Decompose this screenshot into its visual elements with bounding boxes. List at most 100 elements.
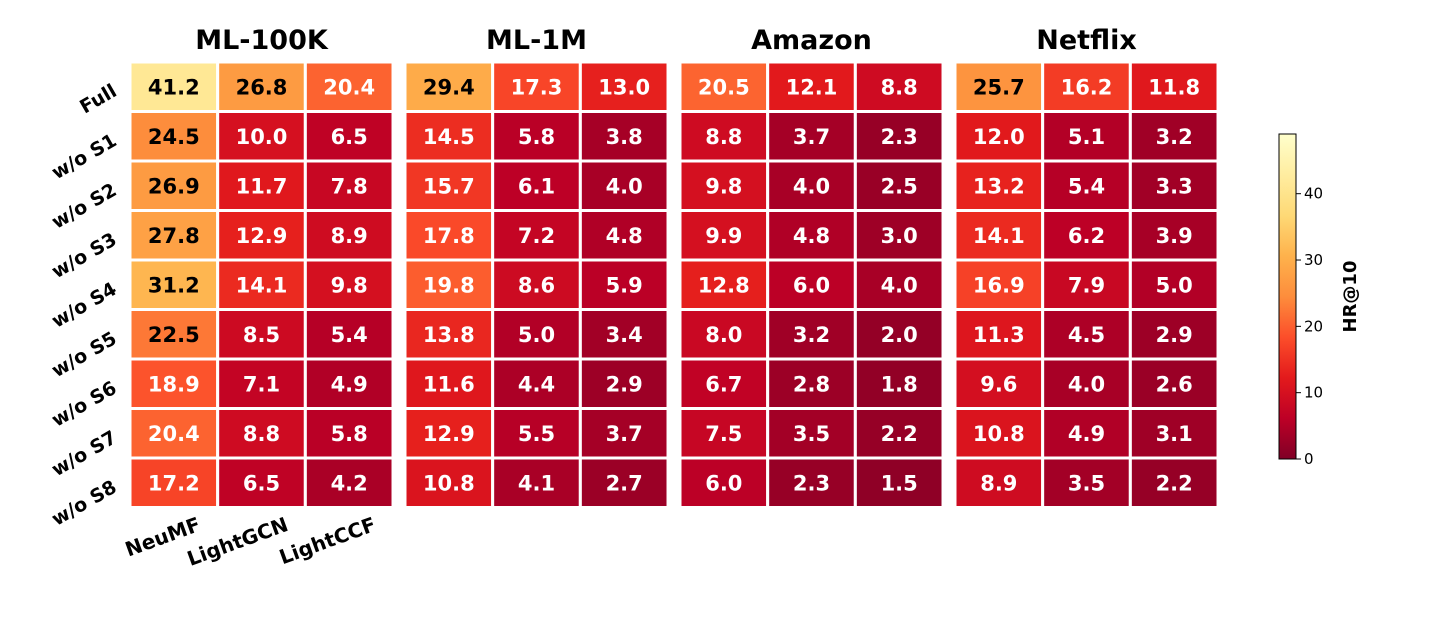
cell-value: 26.8 xyxy=(236,75,288,99)
cell-value: 19.8 xyxy=(423,273,475,297)
cell-value: 11.7 xyxy=(236,174,288,198)
cell-value: 14.1 xyxy=(973,224,1025,248)
panel-title: Netflix xyxy=(1036,25,1137,56)
heatmap-cell xyxy=(953,159,1045,212)
cell-value: 6.5 xyxy=(331,125,368,149)
panel-title: ML-1M xyxy=(486,25,587,56)
cell-value: 20.4 xyxy=(148,422,200,446)
cell-value: 5.0 xyxy=(518,323,555,347)
cell-value: 5.9 xyxy=(606,273,643,297)
cell-value: 2.7 xyxy=(606,471,643,495)
cell-value: 3.5 xyxy=(1068,471,1105,495)
row-label: w/o S5 xyxy=(48,328,121,383)
cell-value: 2.5 xyxy=(881,174,918,198)
cell-value: 4.8 xyxy=(793,224,830,248)
heatmap-cell xyxy=(303,407,395,460)
heatmap-cell xyxy=(578,308,670,361)
cell-value: 15.7 xyxy=(423,174,475,198)
cell-value: 10.0 xyxy=(236,125,288,149)
cell-value: 4.8 xyxy=(606,224,643,248)
heatmap-cell xyxy=(678,456,770,509)
cell-value: 20.4 xyxy=(323,75,375,99)
cell-value: 9.6 xyxy=(980,372,1017,396)
heatmap-cell xyxy=(1041,407,1132,460)
heatmap-cell xyxy=(766,258,857,311)
cell-value: 1.8 xyxy=(881,372,918,396)
row-labels: Full w/o S1w/o S2w/o S3w/o S4w/o S5w/o S6… xyxy=(48,80,121,531)
heatmap-cell xyxy=(578,456,670,509)
cell-value: 5.4 xyxy=(1068,174,1105,198)
cell-value: 20.5 xyxy=(698,75,750,99)
panel-3: Netflix 25.7 16.2 11.8 12.0 5.1 3.2 13.2 5.4 3.3 1… xyxy=(953,25,1220,509)
heatmap-cell xyxy=(578,357,670,410)
row-label: w/o S6 xyxy=(48,377,121,432)
row-label: w/o S1 xyxy=(48,130,121,185)
colorbar-tick-label: 10 xyxy=(1304,384,1323,402)
cell-value: 3.9 xyxy=(1156,224,1193,248)
row-label: w/o S8 xyxy=(48,476,121,531)
cell-value: 7.2 xyxy=(518,224,555,248)
cell-value: 17.8 xyxy=(423,224,475,248)
heatmap-cell xyxy=(953,209,1045,262)
cell-value: 4.4 xyxy=(518,372,555,396)
cell-value: 5.8 xyxy=(331,422,368,446)
cell-value: 8.0 xyxy=(705,323,742,347)
cell-value: 41.2 xyxy=(148,75,200,99)
heatmap-cell xyxy=(216,308,307,361)
heatmap-cell xyxy=(1128,159,1220,212)
heatmap-cell xyxy=(578,60,670,113)
cell-value: 4.9 xyxy=(331,372,368,396)
cell-value: 10.8 xyxy=(423,471,475,495)
cell-value: 22.5 xyxy=(148,323,200,347)
colorbar-label: HR@10 xyxy=(1340,261,1361,333)
cell-value: 3.4 xyxy=(606,323,643,347)
heatmap-cell xyxy=(1128,60,1220,113)
cell-value: 5.8 xyxy=(518,125,555,149)
cell-value: 16.2 xyxy=(1061,75,1113,99)
cell-value: 3.3 xyxy=(1156,174,1193,198)
cell-value: 14.5 xyxy=(423,125,475,149)
heatmap-cell xyxy=(766,110,857,163)
colorbar-gradient xyxy=(1278,133,1297,460)
cell-value: 27.8 xyxy=(148,224,200,248)
cell-value: 6.0 xyxy=(705,471,742,495)
cell-value: 7.9 xyxy=(1068,273,1105,297)
heatmap-cell xyxy=(953,407,1045,460)
heatmap-cell xyxy=(578,110,670,163)
cell-value: 4.5 xyxy=(1068,323,1105,347)
heatmap-cell xyxy=(853,258,945,311)
cell-value: 29.4 xyxy=(423,75,475,99)
colorbar: 0 10 20 30 40 HR@10 xyxy=(1278,133,1361,468)
cell-value: 6.5 xyxy=(243,471,280,495)
row-label: Full xyxy=(76,80,120,118)
heatmap-cell xyxy=(678,357,770,410)
cell-value: 26.9 xyxy=(148,174,200,198)
panels: ML-100K 41.2 26.8 20.4 24.5 10.0 6.5 26.9 11.7 7.… xyxy=(128,25,1220,509)
row-label: w/o S2 xyxy=(48,179,121,234)
heatmap-cell xyxy=(128,456,220,509)
cell-value: 2.3 xyxy=(793,471,830,495)
cell-value: 8.9 xyxy=(980,471,1017,495)
cell-value: 4.2 xyxy=(331,471,368,495)
cell-value: 2.6 xyxy=(1156,372,1193,396)
heatmap-cell xyxy=(766,357,857,410)
cell-value: 17.2 xyxy=(148,471,200,495)
heatmap-cell xyxy=(1128,258,1220,311)
heatmap-cell xyxy=(678,258,770,311)
colorbar-tick-label: 40 xyxy=(1304,185,1323,203)
cell-value: 10.8 xyxy=(973,422,1025,446)
cell-value: 13.2 xyxy=(973,174,1025,198)
cell-value: 12.9 xyxy=(236,224,288,248)
panel-1: ML-1M 29.4 17.3 13.0 14.5 5.8 3.8 15.7 6.1 4.0 17.… xyxy=(403,25,670,509)
cell-value: 14.1 xyxy=(236,273,288,297)
heatmap-cell xyxy=(1128,456,1220,509)
cell-value: 8.6 xyxy=(518,273,555,297)
cell-value: 5.4 xyxy=(331,323,368,347)
cell-value: 6.1 xyxy=(518,174,555,198)
heatmap-cell xyxy=(303,456,395,509)
cell-value: 12.9 xyxy=(423,422,475,446)
cell-value: 7.5 xyxy=(705,422,742,446)
